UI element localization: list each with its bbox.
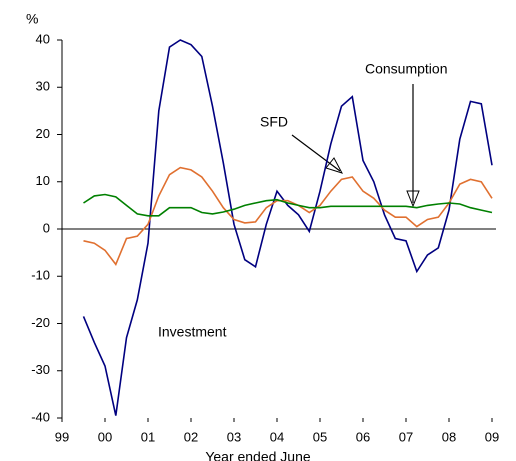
x-tick-label: 02 (184, 429, 198, 444)
arrowhead (406, 190, 420, 208)
y-tick-label: -20 (31, 315, 50, 330)
annotation: Consumption (365, 61, 448, 77)
line-series (83, 193, 493, 217)
x-tick-label: 00 (98, 429, 112, 444)
y-tick-label: 30 (36, 79, 50, 94)
y-tick-label: 0 (43, 220, 50, 235)
x-tick-label: 06 (356, 429, 370, 444)
x-tick-label: 08 (442, 429, 456, 444)
x-tick-label: 05 (313, 429, 327, 444)
arrow (291, 134, 341, 172)
y-axis-label: % (26, 11, 38, 27)
annotation: SFD (260, 114, 288, 130)
y-tick-label: 40 (36, 31, 50, 46)
annotation: Investment (158, 324, 227, 340)
y-tick-label: -30 (31, 362, 50, 377)
x-tick-label: 99 (55, 429, 69, 444)
line-series (83, 166, 493, 266)
x-tick-label: 07 (399, 429, 413, 444)
x-tick-label: 09 (485, 429, 499, 444)
y-tick-label: -10 (31, 268, 50, 283)
arrowhead (325, 157, 344, 174)
line-series (82, 39, 493, 416)
y-tick-label: 10 (36, 173, 50, 188)
y-tick-label: -40 (31, 409, 50, 424)
y-tick-label: 20 (36, 126, 50, 141)
x-tick-label: 01 (141, 429, 155, 444)
x-axis-label: Year ended June (205, 449, 311, 461)
x-tick-label: 04 (270, 429, 284, 444)
x-tick-label: 03 (227, 429, 241, 444)
